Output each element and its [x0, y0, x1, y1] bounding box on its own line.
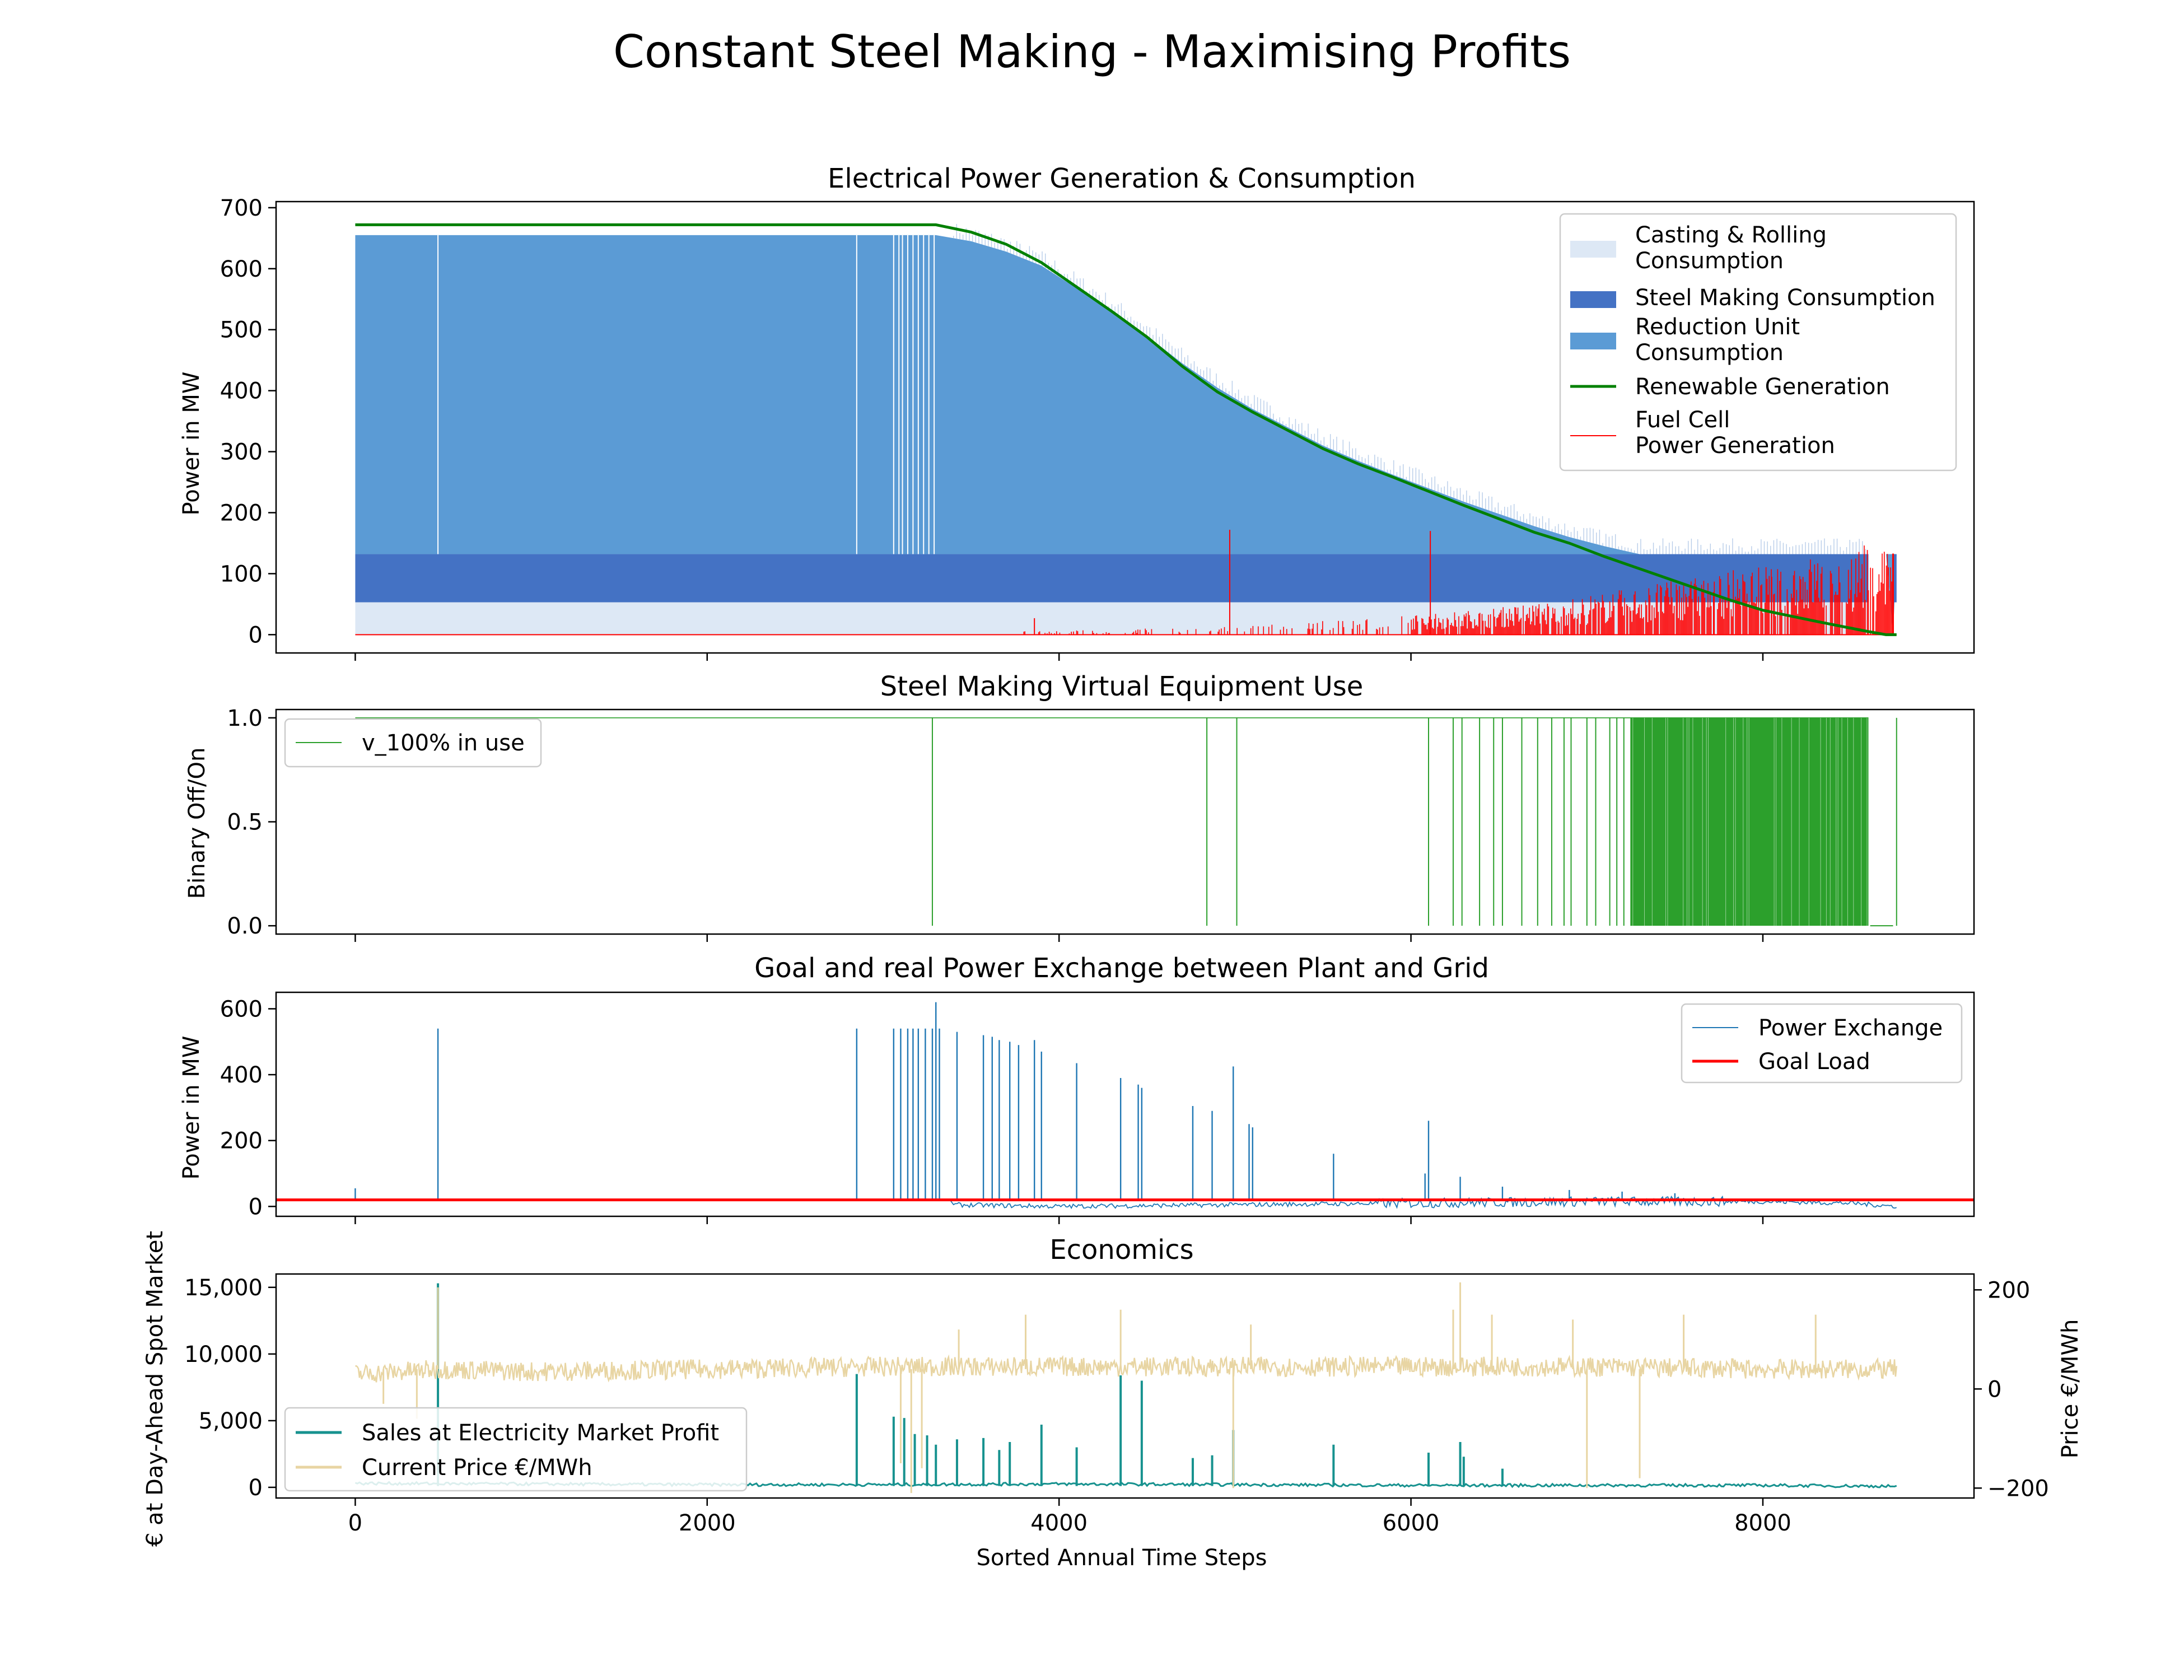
- ytick-label: 15,000: [184, 1275, 263, 1301]
- ytick-label: 0: [249, 1194, 263, 1220]
- panel2-marks: [355, 718, 1896, 926]
- panel4-xlabel: Sorted Annual Time Steps: [977, 1545, 1267, 1571]
- ytick-label: 100: [220, 561, 263, 587]
- ytick-label: 500: [220, 318, 263, 343]
- y2tick-label: −200: [1987, 1476, 2049, 1501]
- panel1-ylabel: Power in MW: [179, 372, 204, 516]
- panel4-ylabel: € at Day-Ahead Spot Market: [142, 1231, 168, 1547]
- panel-grid-exchange: Goal and real Power Exchange between Pla…: [179, 953, 1974, 1224]
- legend-swatch-steel: [1570, 291, 1616, 308]
- panel3-ylabel: Power in MW: [179, 1036, 204, 1180]
- legend-label-reduction: Reduction Unit Consumption: [1635, 314, 1800, 366]
- panel4-axes: 0 5,000 10,000 15,000 0 2000 4000 6000 8000 −200 0…: [184, 1274, 2049, 1536]
- ytick-label: 200: [220, 1128, 263, 1154]
- panel-power-balance: Electrical Power Generation & Consumptio…: [179, 163, 1974, 661]
- series-steel-making: [355, 554, 1868, 603]
- panel4-legend: Sales at Electricity Market Profit Curren…: [285, 1408, 746, 1491]
- panel3-title: Goal and real Power Exchange between Pla…: [754, 953, 1489, 984]
- ytick-label: 5,000: [198, 1408, 263, 1434]
- ytick-label: 400: [220, 379, 263, 404]
- series-power-exchange: [355, 1197, 1896, 1208]
- panel2-title: Steel Making Virtual Equipment Use: [880, 671, 1364, 702]
- xtick-label: 0: [348, 1510, 362, 1536]
- legend-label-exchange: Power Exchange: [1758, 1015, 1943, 1041]
- panel-equipment-use: Steel Making Virtual Equipment Use 0.0 0.…: [184, 671, 1974, 942]
- ytick-label: 300: [220, 440, 263, 465]
- legend-label-renewable: Renewable Generation: [1635, 374, 1890, 400]
- panel4-y2label: Price €/MWh: [2057, 1319, 2083, 1459]
- panel2-legend: v_100% in use: [285, 719, 541, 767]
- ytick-label: 0: [249, 1475, 263, 1501]
- ytick-label: 1.0: [227, 706, 263, 731]
- ytick-label: 200: [220, 500, 263, 526]
- y2tick-label: 200: [1987, 1277, 2030, 1303]
- legend-label-sales: Sales at Electricity Market Profit: [362, 1420, 719, 1446]
- xtick-label: 6000: [1383, 1510, 1440, 1536]
- ytick-label: 0.5: [227, 810, 263, 836]
- ytick-label: 600: [220, 256, 263, 282]
- ytick-label: 0: [249, 622, 263, 648]
- xtick-label: 4000: [1030, 1510, 1088, 1536]
- ytick-label: 0.0: [227, 913, 263, 939]
- y2tick-label: 0: [1987, 1376, 2001, 1402]
- legend-label-binary: v_100% in use: [362, 730, 525, 756]
- xtick-label: 8000: [1734, 1510, 1791, 1536]
- panel4-title: Economics: [1049, 1234, 1193, 1266]
- legend-swatch-reduction: [1570, 333, 1616, 349]
- figure-title: Constant Steel Making - Maximising Profi…: [613, 26, 1571, 78]
- legend-label-steel: Steel Making Consumption: [1635, 285, 1935, 311]
- series-price: [355, 1357, 1896, 1382]
- panel2-ylabel: Binary Off/On: [184, 748, 210, 899]
- xtick-label: 2000: [679, 1510, 736, 1536]
- panel1-title: Electrical Power Generation & Consumptio…: [828, 163, 1416, 194]
- ytick-label: 10,000: [184, 1342, 263, 1368]
- panel2-plot-area: [355, 718, 1896, 926]
- ytick-label: 400: [220, 1062, 263, 1088]
- legend-swatch-casting: [1570, 241, 1616, 258]
- panel3-legend: Power Exchange Goal Load: [1682, 1004, 1962, 1082]
- binary-dense-switching: [1631, 718, 1868, 926]
- ytick-label: 700: [220, 195, 263, 221]
- ytick-label: 600: [220, 996, 263, 1022]
- legend-label-price: Current Price €/MWh: [362, 1455, 592, 1481]
- legend-label-goal: Goal Load: [1758, 1049, 1870, 1075]
